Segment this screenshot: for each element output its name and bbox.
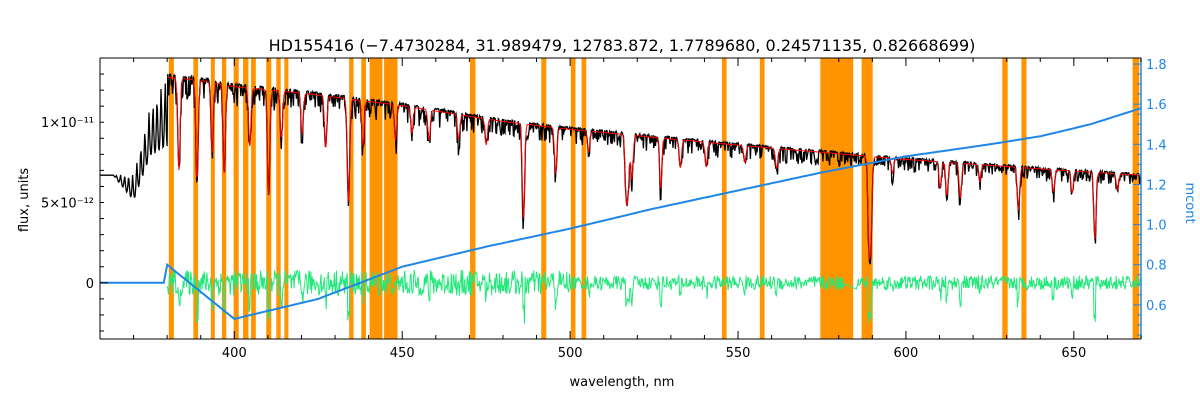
masked-region: [284, 58, 289, 339]
axes: 400 450 500 550 600 650 1×10⁻¹¹ 5×10⁻¹² 0 0.6 0.8 1…: [41, 57, 1167, 361]
masked-region: [820, 58, 854, 339]
y-right-tick-label: 1.6: [1146, 98, 1167, 113]
model-spectrum: [167, 76, 1141, 260]
model-line: [167, 76, 1141, 260]
y-axis-label-left: flux, units: [17, 168, 32, 233]
y-right-tick-label: 1.0: [1146, 219, 1167, 234]
masked-region: [1002, 58, 1008, 339]
masked-region: [361, 58, 366, 339]
masked-region: [581, 58, 587, 339]
x-tick-label: 400: [222, 346, 247, 361]
masked-region: [570, 58, 576, 339]
masked-region: [759, 58, 765, 339]
masked-region: [384, 58, 398, 339]
masked-region: [369, 58, 383, 339]
masked-region: [243, 58, 249, 339]
residual-spectrum: [166, 269, 1141, 324]
observed-spectrum: [100, 73, 1142, 265]
masked-region: [251, 58, 256, 339]
y-tick-label: 1×10⁻¹¹: [41, 116, 94, 131]
mcont-line: [100, 107, 1142, 320]
y-right-tick-label: 1.8: [1146, 58, 1167, 73]
x-tick-label: 600: [894, 346, 919, 361]
masked-region: [1021, 58, 1027, 339]
y-right-tick-label: 1.2: [1146, 178, 1167, 193]
masked-region: [1132, 58, 1140, 339]
y-right-tick-label: 0.8: [1146, 259, 1167, 274]
masked-region: [541, 58, 547, 339]
observed-line: [100, 73, 1142, 265]
y-tick-label: 0: [86, 277, 94, 292]
masked-region: [168, 58, 174, 339]
y-right-tick-label: 1.4: [1146, 138, 1167, 153]
masked-region: [266, 58, 272, 339]
masked-region: [349, 58, 354, 339]
chart-title: HD155416 (−7.4730284, 31.989479, 12783.8…: [269, 36, 976, 55]
x-tick-label: 650: [1061, 346, 1086, 361]
mcont-curve: [100, 107, 1142, 320]
masked-region: [470, 58, 476, 339]
masked-region: [221, 58, 227, 339]
y-tick-label: 5×10⁻¹²: [41, 197, 94, 212]
masked-region: [233, 58, 239, 339]
masked-region: [721, 58, 727, 339]
masked-region: [276, 58, 281, 339]
x-tick-label: 550: [726, 346, 751, 361]
y-right-tick-label: 0.6: [1146, 299, 1167, 314]
residual-line: [166, 269, 1141, 324]
x-axis-label: wavelength, nm: [570, 375, 675, 390]
x-tick-label: 450: [390, 346, 415, 361]
masked-region: [210, 58, 215, 339]
x-tick-label: 500: [558, 346, 583, 361]
masked-region: [193, 58, 199, 339]
y-axis-label-right: mcont: [1182, 182, 1197, 223]
